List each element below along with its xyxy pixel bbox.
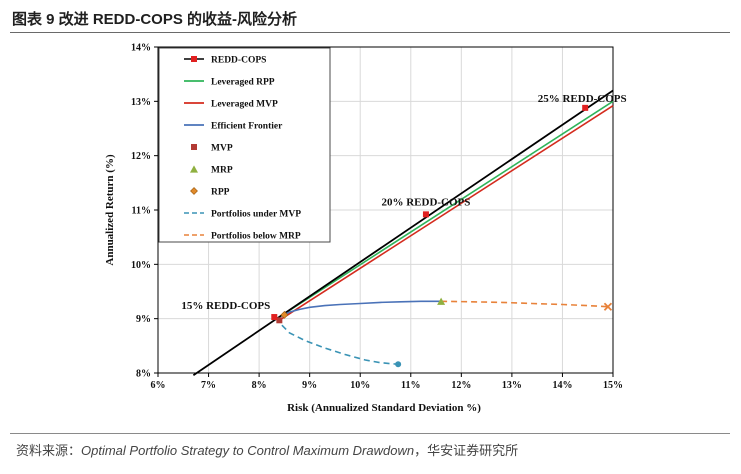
redd-point-label: 20% REDD-COPS (381, 196, 470, 208)
redd-point-2 (422, 211, 429, 218)
under-mvp-end-marker (395, 361, 402, 368)
x-tick-label: 11% (401, 380, 420, 391)
y-tick-label: 9% (136, 314, 151, 325)
redd-point-1 (271, 314, 278, 321)
marker-mvp (276, 317, 283, 324)
y-axis-label: Annualized Return (%) (104, 154, 116, 266)
x-tick-label: 10% (350, 380, 370, 391)
y-tick-label: 11% (132, 206, 151, 217)
series-line-leveraged-rpp (278, 100, 614, 318)
legend-swatch-marker (190, 165, 198, 173)
source-divider (10, 433, 730, 434)
x-tick-label: 13% (502, 380, 522, 391)
legend-label: Portfolios below MRP (211, 232, 301, 242)
legend-label: Leveraged RPP (211, 78, 275, 88)
source-note: 资料来源：Optimal Portfolio Strategy to Contr… (16, 440, 518, 459)
source-prefix: 资料来源： (16, 443, 82, 458)
marker-mrp (437, 297, 446, 305)
redd-point-label: 25% REDD-COPS (538, 93, 627, 105)
legend-label: Portfolios under MVP (211, 210, 301, 220)
source-suffix: ，华安证券研究所 (414, 443, 519, 458)
y-tick-label: 8% (136, 369, 151, 380)
redd-point-label: 15% REDD-COPS (181, 300, 270, 312)
legend-swatch-marker (191, 56, 197, 62)
x-tick-label: 14% (552, 380, 572, 391)
legend-swatch-marker (190, 187, 198, 195)
x-axis-label: Risk (Annualized Standard Deviation %) (287, 402, 481, 414)
y-tick-label: 14% (131, 43, 151, 54)
legend-label: Efficient Frontier (211, 122, 283, 132)
y-tick-label: 12% (131, 151, 151, 162)
series-line-under-mvp (281, 324, 399, 366)
below-mrp-end-marker (603, 302, 613, 311)
series-line-leveraged-mvp (278, 105, 614, 321)
x-tick-label: 7% (201, 380, 216, 391)
legend-label: Leveraged MVP (211, 100, 278, 110)
y-tick-label: 13% (131, 97, 151, 108)
title-divider (10, 32, 730, 33)
legend-label: MVP (211, 144, 233, 154)
marker-rpp (280, 310, 289, 319)
series-line-frontier (281, 300, 442, 317)
series-lines (192, 89, 614, 376)
x-tick-label: 8% (252, 380, 267, 391)
annotations: 15% REDD-COPS 20% REDD-COPS 25% REDD-COPS (181, 93, 626, 312)
x-tick-label: 12% (451, 380, 471, 391)
redd-point-3 (582, 104, 589, 111)
legend-label: RPP (211, 188, 230, 198)
axis-ticks: 6% 7% 8% 9% 10% 11% 12% 13% 14% 15% 8% 9% 10% 11% 12% 1… (131, 43, 623, 392)
y-tick-label: 10% (131, 260, 151, 271)
legend-swatch-marker (191, 144, 197, 150)
figure-title: 图表 9 改进 REDD-COPS 的收益-风险分析 (12, 11, 298, 28)
x-tick-label: 9% (302, 380, 317, 391)
legend-label: MRP (211, 166, 233, 176)
series-line-redd (192, 89, 614, 376)
legend-label: REDD-COPS (211, 56, 266, 66)
legend: REDD-COPS Leveraged RPP Leveraged MVP Effic… (158, 47, 331, 243)
x-tick-label: 6% (151, 380, 166, 391)
x-tick-label: 15% (603, 380, 623, 391)
series-markers (271, 104, 613, 368)
source-paper: Optimal Portfolio Strategy to Control Ma… (81, 443, 415, 458)
series-line-below-mrp (441, 300, 608, 308)
